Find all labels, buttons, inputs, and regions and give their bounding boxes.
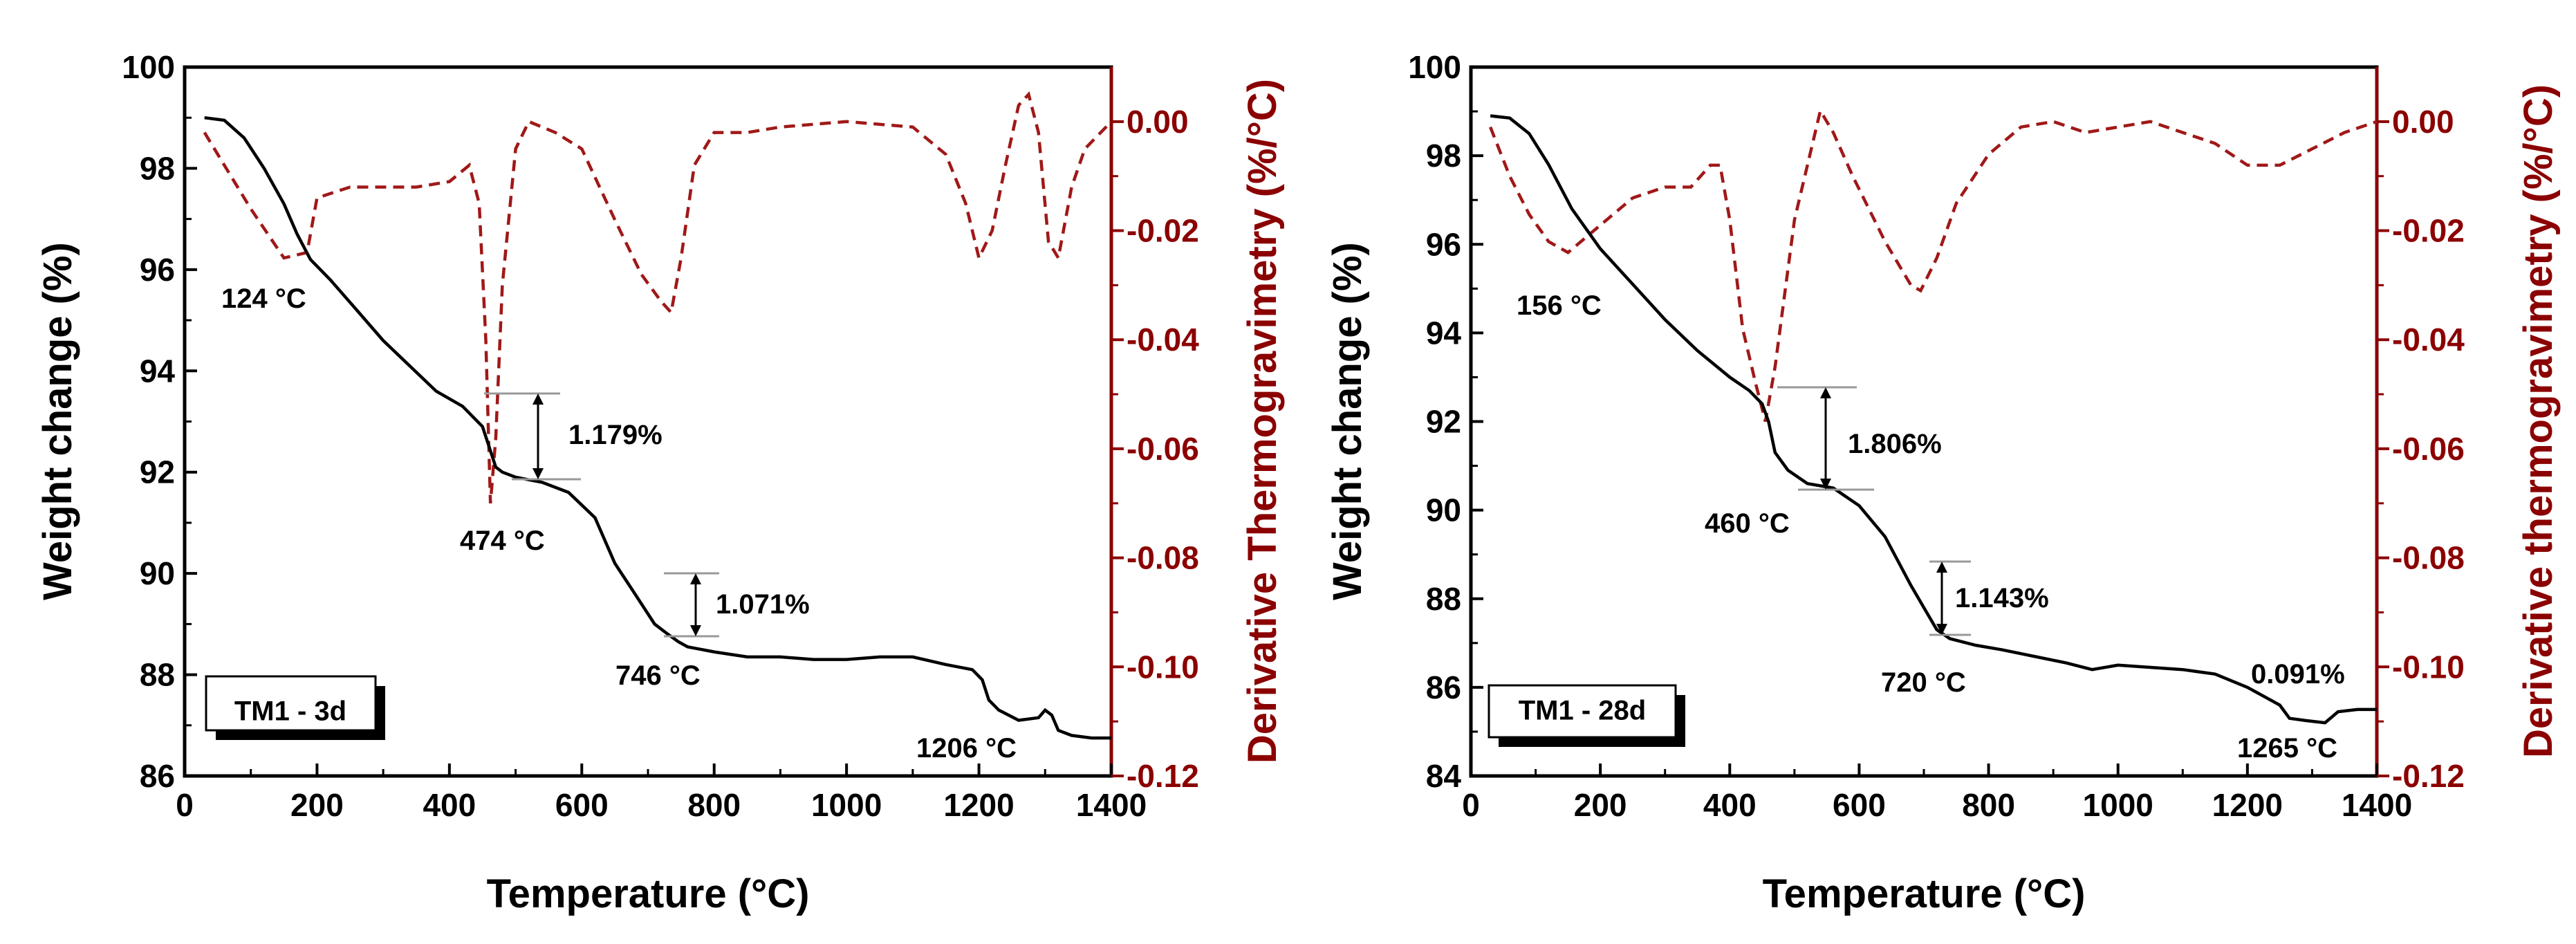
peak-label: 1265 °C <box>2237 733 2337 763</box>
y-tick-label: 94 <box>140 353 176 389</box>
y-tick-label: 90 <box>1426 492 1461 528</box>
x-axis-title: Temperature (°C) <box>1763 871 2086 916</box>
y2-tick-label: -0.10 <box>1127 649 1199 685</box>
y2-axis-title: Derivative Thermogravimetry (%/°C) <box>1240 79 1285 763</box>
x-tick-label: 200 <box>290 787 344 823</box>
y2-tick-label: -0.04 <box>2392 322 2465 358</box>
peak-label: 1206 °C <box>916 733 1017 763</box>
y-tick-label: 86 <box>1426 669 1461 705</box>
x-tick-label: 800 <box>1962 787 2015 823</box>
y-tick-label: 98 <box>1426 138 1461 174</box>
mass-loss-label: 0.091% <box>2251 659 2345 690</box>
x-tick-label: 1400 <box>2342 787 2412 823</box>
sample-label-box: TM1 - 3d <box>205 675 385 740</box>
weight-curve <box>204 115 1111 740</box>
mass-loss-marker <box>484 392 581 481</box>
peak-label: 156 °C <box>1517 290 1602 321</box>
y-tick-label: 84 <box>1426 758 1462 794</box>
x-tick-label: 800 <box>687 787 741 823</box>
peak-label: 474 °C <box>460 526 545 556</box>
mass-loss-marker <box>664 572 719 638</box>
y-tick-label: 90 <box>140 555 175 591</box>
y-tick-label: 100 <box>1408 49 1461 85</box>
mass-loss-label: 1.179% <box>568 420 662 450</box>
y2-tick-label: -0.02 <box>1127 213 1199 249</box>
peak-label: 720 °C <box>1881 667 1966 698</box>
x-axis-title: Temperature (°C) <box>487 871 810 916</box>
y2-tick-label: -0.04 <box>1127 322 1199 358</box>
y2-tick-label: -0.06 <box>2392 431 2465 467</box>
y-axis-title: Weight change (%) <box>35 242 80 600</box>
peak-label: 746 °C <box>615 660 701 691</box>
y2-tick-label: 0.00 <box>1127 104 1189 140</box>
mass-loss-marker <box>1777 386 1874 491</box>
y-tick-label: 92 <box>140 454 175 490</box>
x-tick-label: 1200 <box>2212 787 2283 823</box>
x-tick-label: 600 <box>1833 787 1886 823</box>
y2-tick-label: -0.02 <box>2392 213 2465 249</box>
y-tick-label: 96 <box>1426 226 1461 262</box>
x-tick-label: 400 <box>1703 787 1757 823</box>
x-tick-label: 0 <box>176 787 194 823</box>
y-axis-title: Weight change (%) <box>1325 242 1370 600</box>
y-tick-label: 94 <box>1426 315 1462 351</box>
panel-tm1-28d: 0 200 400 600 800 1000 1200 1400 84 86 88 90 92 94 96… <box>1325 49 2561 916</box>
dtg-curve <box>1489 107 2378 423</box>
y2-tick-label: 0.00 <box>2392 104 2454 140</box>
y-tick-label: 92 <box>1426 404 1461 440</box>
mass-loss-label: 1.071% <box>716 589 810 620</box>
x-tick-label: 200 <box>1574 787 1627 823</box>
sample-label: TM1 - 3d <box>234 696 346 727</box>
peak-label: 460 °C <box>1705 508 1790 539</box>
peak-label: 124 °C <box>221 284 306 314</box>
y2-tick-label: -0.08 <box>2392 540 2465 576</box>
x-tick-label: 1000 <box>811 787 882 823</box>
sample-label: TM1 - 28d <box>1519 696 1646 726</box>
y-tick-label: 86 <box>140 758 175 794</box>
x-tick-label: 0 <box>1462 787 1480 823</box>
weight-curve <box>1490 114 2377 725</box>
x-tick-label: 1400 <box>1076 787 1147 823</box>
y2-tick-label: -0.12 <box>1127 758 1199 794</box>
mass-loss-label: 1.806% <box>1848 429 1942 459</box>
sample-label-box: TM1 - 28d <box>1488 684 1685 747</box>
y-tick-label: 88 <box>140 657 175 693</box>
y-tick-label: 96 <box>140 252 175 288</box>
x-tick-label: 600 <box>555 787 609 823</box>
y2-tick-label: -0.12 <box>2392 758 2465 794</box>
mass-loss-label: 1.143% <box>1955 583 2049 613</box>
x-tick-label: 1000 <box>2083 787 2153 823</box>
panel-tm1-3d: 0 200 400 600 800 1000 1200 1400 86 88 90 92 94 96 98… <box>35 49 1285 916</box>
mass-loss-marker <box>1929 560 1971 636</box>
y2-tick-label: -0.08 <box>1127 540 1199 576</box>
x-tick-label: 400 <box>423 787 476 823</box>
y-tick-label: 100 <box>122 49 175 85</box>
y2-tick-label: -0.10 <box>2392 649 2465 685</box>
y2-axis-title: Derivative thermogravimetry (%/°C) <box>2516 84 2561 758</box>
x-tick-label: 1200 <box>943 787 1014 823</box>
y-tick-label: 88 <box>1426 581 1461 617</box>
y-tick-label: 98 <box>140 150 175 186</box>
y2-tick-label: -0.06 <box>1127 431 1199 467</box>
